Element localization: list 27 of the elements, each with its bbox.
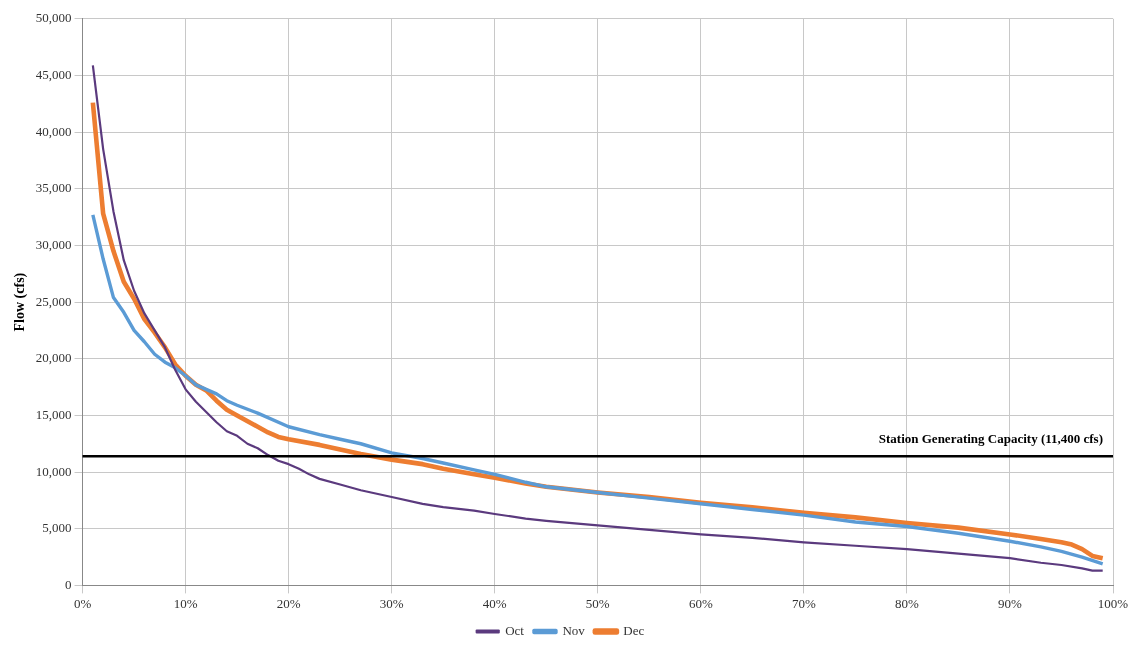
y-tick-label: 20,000	[35, 350, 72, 366]
y-axis-title: Flow (cfs)	[12, 272, 29, 332]
y-tick-label: 25,000	[35, 293, 72, 309]
legend-label: Dec	[623, 622, 645, 638]
y-tick-label: 50,000	[35, 10, 72, 26]
y-tick-label: 45,000	[35, 66, 72, 82]
y-tick-label: 15,000	[35, 406, 72, 422]
x-tick-label: 90%	[998, 595, 1023, 611]
y-tick-label: 5,000	[42, 520, 72, 536]
y-tick-label: 30,000	[35, 236, 72, 252]
x-tick-label: 70%	[791, 595, 816, 611]
x-tick-label: 100%	[1097, 595, 1129, 611]
x-tick-label: 10%	[173, 595, 198, 611]
x-tick-label: 80%	[894, 595, 919, 611]
y-tick-label: 0	[65, 576, 72, 592]
legend-label: Nov	[562, 622, 586, 638]
y-tick-label: 35,000	[35, 180, 72, 196]
x-tick-label: 60%	[688, 595, 713, 611]
legend-label: Oct	[505, 622, 525, 638]
x-tick-label: 20%	[276, 595, 301, 611]
y-tick-label: 10,000	[35, 463, 72, 479]
x-tick-label: 40%	[482, 595, 507, 611]
x-tick-label: 50%	[585, 595, 610, 611]
x-tick-label: 0%	[73, 595, 92, 611]
y-tick-label: 40,000	[35, 123, 72, 139]
ref-line-label: Station Generating Capacity (11,400 cfs)	[878, 431, 1103, 447]
x-tick-label: 30%	[379, 595, 404, 611]
